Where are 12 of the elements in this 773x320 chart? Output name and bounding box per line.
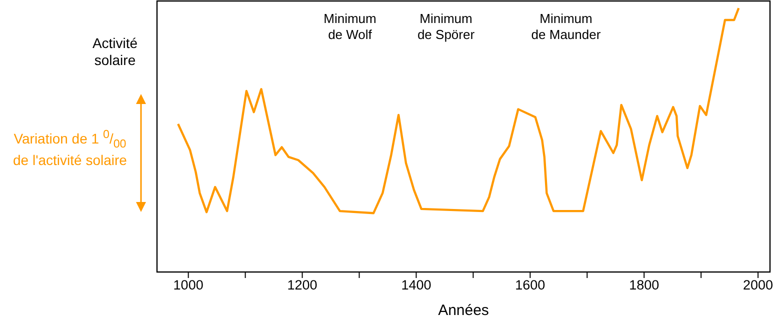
text: Variation de 1 $^{0}$/$_{00}$ de l'activité solaire (12, 127, 128, 170)
x-tick-label: 2000 (743, 278, 773, 293)
x-tick-label: 1200 (287, 278, 318, 293)
annotation: Minimum de Spörer (416, 11, 476, 43)
x-tick-label: 1000 (173, 278, 204, 293)
annotation: Minimum de Wolf (322, 11, 378, 42)
y-axis-title: Activité solaire (91, 35, 139, 69)
annotation: Minimum de Maunder (530, 11, 602, 43)
x-axis-title: Années (437, 302, 490, 319)
x-tick-label: 1600 (515, 278, 546, 293)
x-tick-label: 1400 (401, 278, 432, 293)
x-tick-label: 1800 (629, 278, 660, 293)
